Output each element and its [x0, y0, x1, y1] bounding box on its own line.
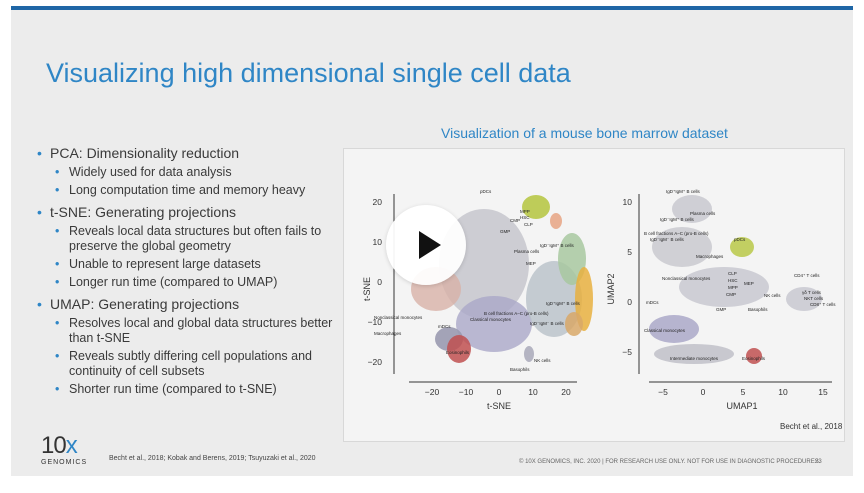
sub-bullet: Reveals subtly differing cell population…: [55, 349, 347, 379]
umap-label: B cell fractions A–C (pro-B cells): [644, 231, 709, 236]
umap-ytick: 0: [627, 297, 632, 307]
sub-bullet: Reveals local data structures but often …: [55, 224, 347, 254]
umap-ytick: 5: [627, 247, 632, 257]
tsne-label: MEP: [526, 261, 536, 266]
figure-panel: 20 10 0 −10 −20 −20 −10 0 10 20 t-SNE t-…: [343, 148, 845, 442]
umap-label: Macrophages: [696, 254, 724, 259]
umap-ytick: −5: [622, 347, 632, 357]
slide-title: Visualizing high dimensional single cell…: [46, 58, 571, 88]
tsne-label: Plasma cells: [514, 249, 540, 254]
tsne-label: IgD⁺IgM⁺ B cells: [546, 301, 581, 306]
sub-bullet: Longer run time (compared to UMAP): [55, 275, 347, 290]
tsne-ytick: 10: [373, 237, 383, 247]
tsne-label: IgD⁻IgM⁻ B cells: [530, 321, 565, 326]
tsne-label: Macrophages: [374, 331, 402, 336]
umap-ylabel: UMAP2: [606, 273, 616, 304]
umap-label: pDCs: [734, 237, 746, 242]
umap-xtick: 5: [741, 387, 746, 397]
umap-xlabel: UMAP1: [726, 401, 757, 411]
umap-label: CLP: [728, 271, 737, 276]
umap-xtick: 0: [701, 387, 706, 397]
umap-label: CMP: [726, 292, 736, 297]
umap-xtick: 15: [818, 387, 828, 397]
bullet-tsne: t-SNE: Generating projections: [37, 204, 347, 221]
umap-label: IgD⁻IgM⁺ B cells: [660, 217, 695, 222]
bullet-pca: PCA: Dimensionality reduction: [37, 145, 347, 162]
tsne-label: CMP: [510, 218, 520, 223]
tsne-ylabel: t-SNE: [362, 277, 372, 301]
umap-label: Eosinophils: [742, 356, 766, 361]
tsne-xtick: −20: [425, 387, 440, 397]
umap-label: Basophils: [748, 307, 768, 312]
tsne-label: GMP: [500, 229, 510, 234]
tsne-ytick: −20: [368, 357, 383, 367]
umap-label: HSC: [728, 278, 738, 283]
tsne-xtick: 10: [528, 387, 538, 397]
umap-label: IgD⁻IgM⁻ B cells: [650, 237, 685, 242]
umap-label: mDCs: [646, 300, 659, 305]
umap-label: MEP: [744, 281, 754, 286]
tsne-label: HSC: [520, 215, 530, 220]
embedding-plots: 20 10 0 −10 −20 −20 −10 0 10 20 t-SNE t-…: [362, 189, 836, 411]
tsne-xtick: −10: [459, 387, 474, 397]
logo-main: 10: [41, 432, 67, 459]
play-icon[interactable]: [419, 231, 441, 259]
umap-xtick: 10: [778, 387, 788, 397]
bullet-list: PCA: Dimensionality reduction Widely use…: [37, 139, 347, 397]
umap-label: NKT cells: [804, 296, 824, 301]
tsne-label: pDCs: [480, 189, 492, 194]
tsne-label: mDCs: [438, 324, 451, 329]
umap-label: CD4⁺ T cells: [794, 273, 820, 278]
tsne-label: IgD⁻IgM⁺ B cells: [540, 243, 575, 248]
umap-xtick: −5: [658, 387, 668, 397]
tsne-ytick: −10: [368, 317, 383, 327]
tsne-label: MPP: [520, 209, 530, 214]
tsne-xlabel: t-SNE: [487, 401, 511, 411]
umap-label: Classical monocytes: [644, 328, 686, 333]
sub-bullet: Long computation time and memory heavy: [55, 183, 347, 198]
sub-bullet: Widely used for data analysis: [55, 165, 347, 180]
page-number: 23: [815, 459, 822, 465]
umap-ytick: 10: [623, 197, 633, 207]
umap-label: Nonclassical monocytes: [662, 276, 711, 281]
tsne-label: B cell fractions A–C (pro-B cells): [484, 311, 549, 316]
tsne-label: CLP: [524, 222, 533, 227]
footer-text: © 10X GENOMICS, INC. 2020 | FOR RESEARCH…: [519, 459, 821, 465]
umap-label: GMP: [716, 307, 726, 312]
slide: Visualizing high dimensional single cell…: [11, 6, 853, 476]
top-accent-bar: [11, 6, 853, 10]
umap-label: NK cells: [764, 293, 781, 298]
logo-x: x: [65, 432, 78, 459]
tsne-label: Basophils: [510, 367, 530, 372]
tsne-label: NK cells: [534, 358, 551, 363]
tsne-ytick: 0: [377, 277, 382, 287]
tsne-label: Eosinophils: [446, 350, 470, 355]
umap-label: Intermediate monocytes: [670, 356, 719, 361]
tsne-label: Classical monocytes: [470, 317, 512, 322]
sub-bullet: Unable to represent large datasets: [55, 257, 347, 272]
umap-label: γδ T cells: [802, 290, 822, 295]
umap-label: IgD⁺IgM⁺ B cells: [666, 189, 701, 194]
umap-clusters: [649, 195, 822, 364]
logo-sub: GENOMICS: [41, 459, 88, 466]
umap-label: CD8⁺ T cells: [810, 302, 836, 307]
umap-label: MPP: [728, 285, 738, 290]
tsne-label: Nonclassical monocytes: [374, 315, 423, 320]
sub-bullet: Resolves local and global data structure…: [55, 316, 347, 346]
tsne-xtick: 20: [561, 387, 571, 397]
umap-label: Plasma cells: [690, 211, 716, 216]
10x-genomics-logo: 10x GENOMICS: [41, 434, 87, 467]
tsne-ytick: 20: [373, 197, 383, 207]
bullet-umap: UMAP: Generating projections: [37, 296, 347, 313]
references: Becht et al., 2018; Kobak and Berens, 20…: [109, 455, 316, 462]
umap-axes: [638, 194, 832, 383]
figure-title: Visualization of a mouse bone marrow dat…: [441, 125, 728, 141]
play-button[interactable]: [386, 205, 466, 285]
figure-credit: Becht et al., 2018: [780, 422, 843, 431]
tsne-xtick: 0: [497, 387, 502, 397]
sub-bullet: Shorter run time (compared to t-SNE): [55, 382, 347, 397]
